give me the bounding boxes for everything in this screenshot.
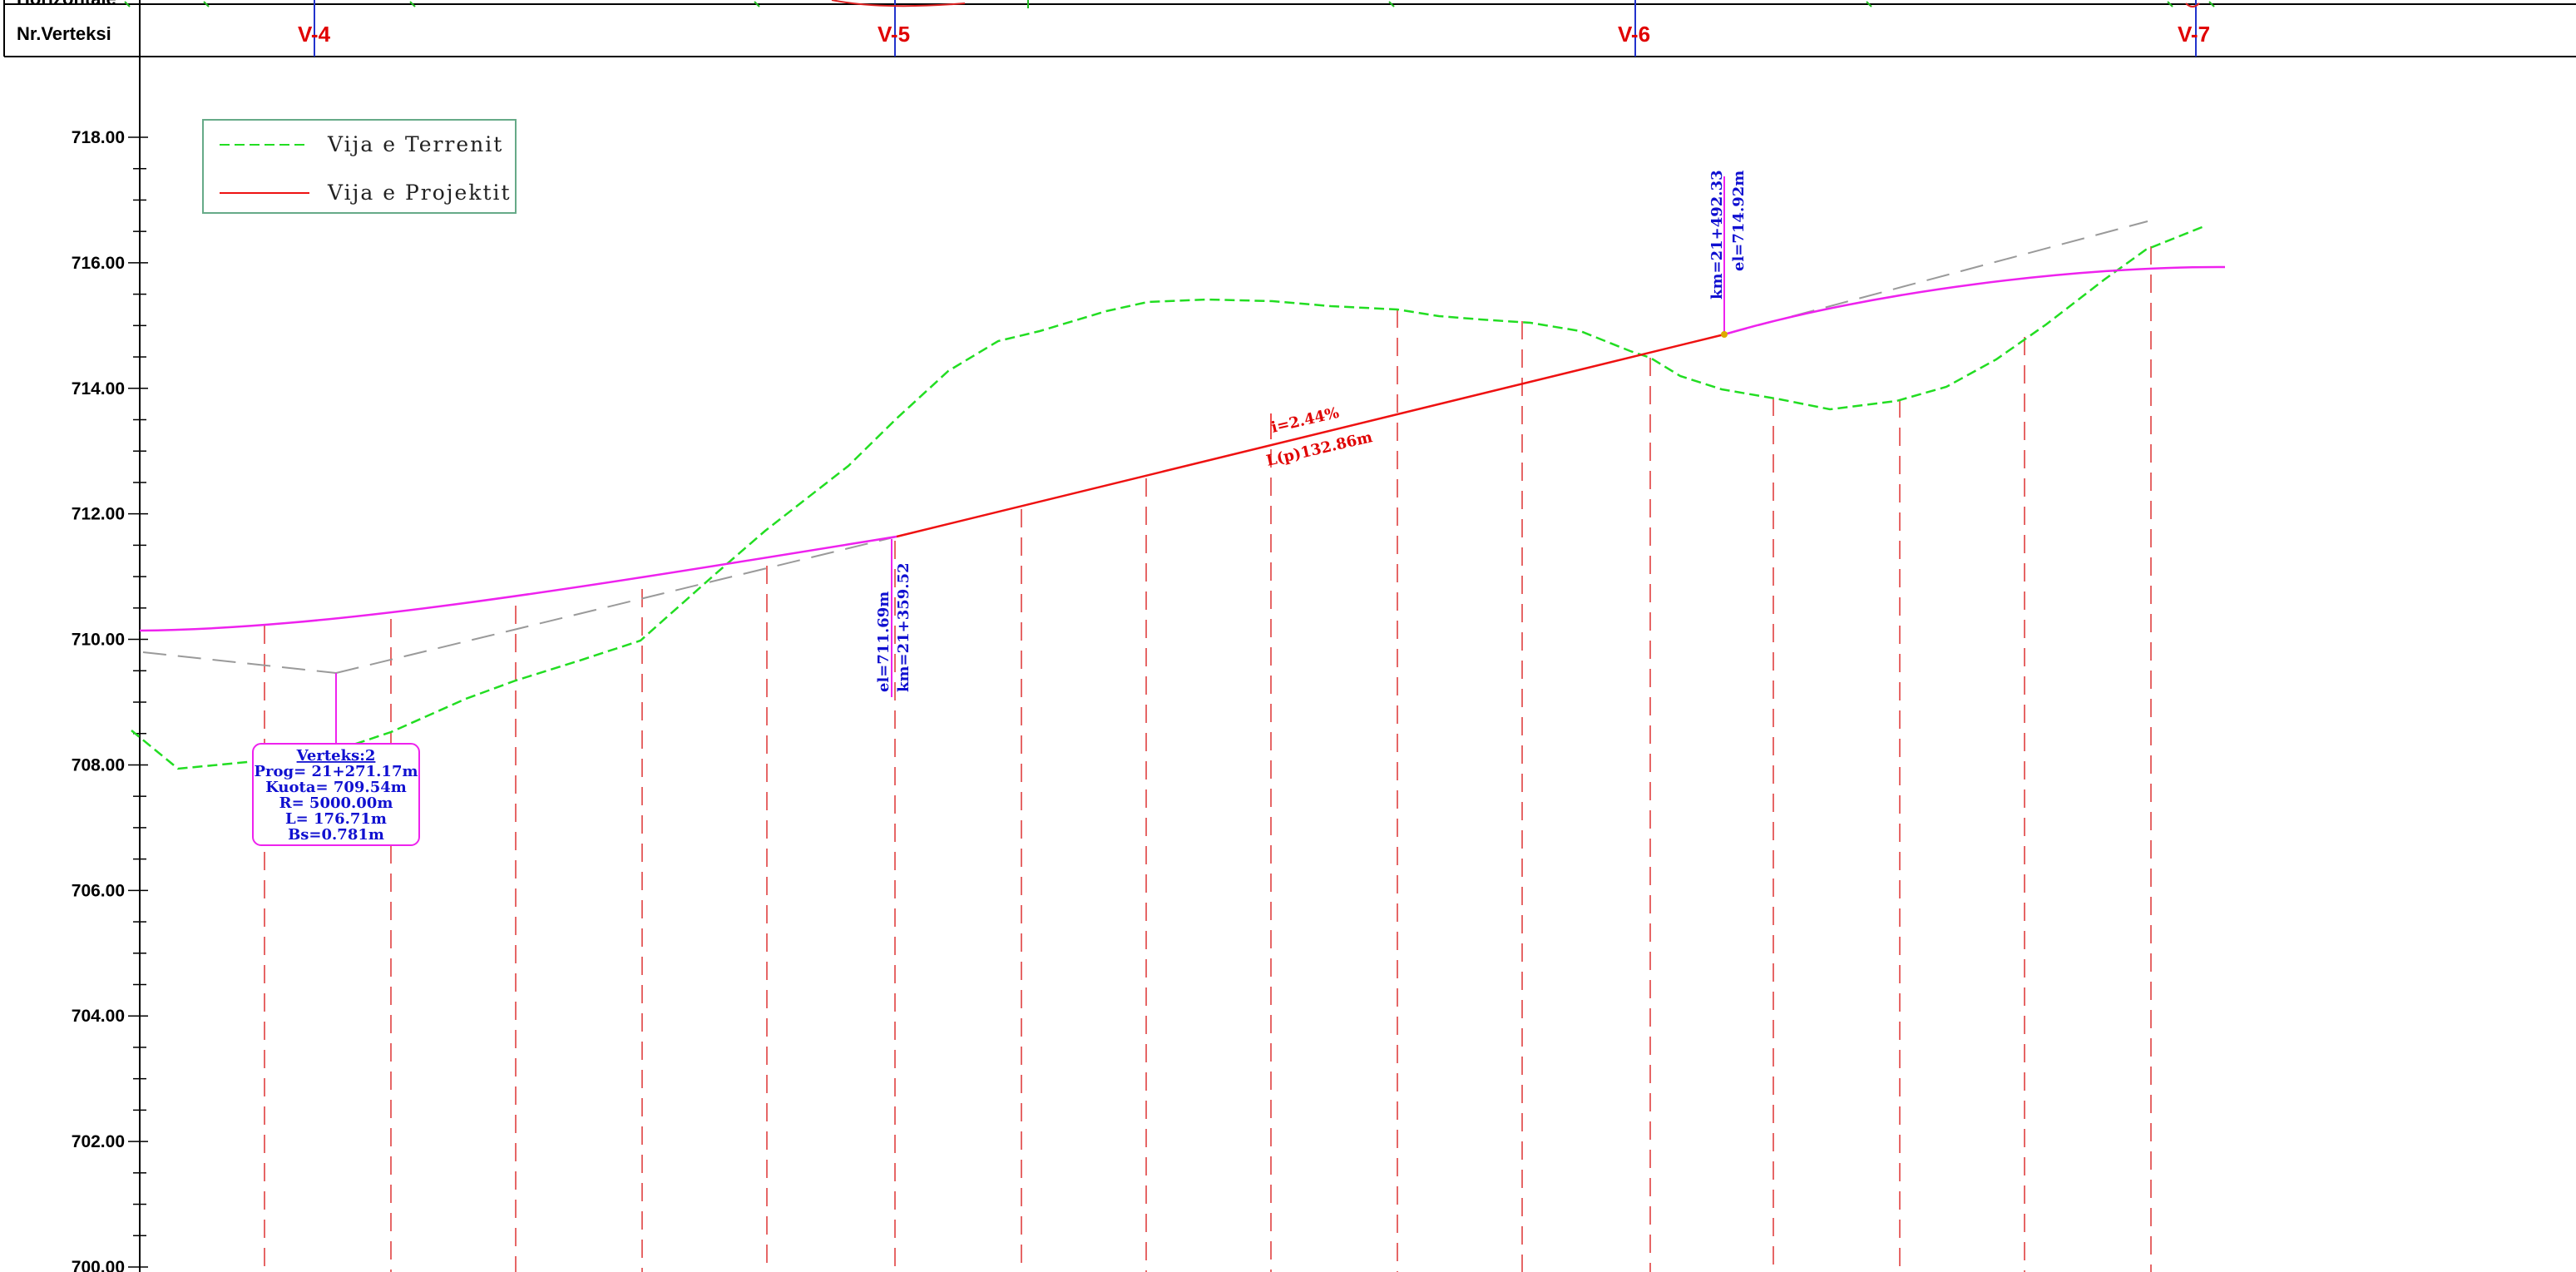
- terrain-line: [131, 225, 2205, 770]
- vertex-label-v7: V-7: [2178, 22, 2210, 47]
- verteks-prog: Prog= 21+271.17m: [254, 763, 418, 780]
- legend-terrain-label: Vija e Terrenit: [327, 132, 503, 156]
- y-tick-label: 702.00: [72, 1132, 125, 1151]
- v6-annotation: km=21+492.33 el=714.92m: [1708, 170, 1748, 338]
- v6-elevation: el=714.92m: [1730, 171, 1748, 271]
- station-lines: [264, 246, 2152, 1272]
- v5-elevation: el=711.69m: [875, 591, 892, 692]
- v6-chainage: km=21+492.33: [1708, 170, 1726, 299]
- legend: Vija e Terrenit Vija e Projektit: [202, 119, 517, 214]
- verteks-kuota: Kuota= 709.54m: [265, 779, 407, 796]
- verteks-bs: Bs=0.781m: [288, 826, 384, 844]
- vertical-curve-verteks-2: [139, 535, 897, 632]
- v5-annotation: el=711.69m km=21+359.52: [875, 539, 912, 697]
- verteks-radius: R= 5000.00m: [279, 794, 393, 812]
- y-tick-label: 704.00: [72, 1007, 125, 1026]
- vertex-label-v5: V-5: [878, 22, 910, 47]
- header-table: Horizontale Nr.Verteksi V-4 V-5 V-6 V-7: [3, 0, 2576, 1272]
- verteks-2-box: Verteks:2 Prog= 21+271.17m Kuota= 709.54…: [252, 673, 420, 846]
- y-tick-label: 710.00: [72, 631, 125, 650]
- elevation-axis: 718.00 716.00 714.00 712.00 710.00 708.00 706.…: [72, 128, 148, 1272]
- y-tick-label: 716.00: [72, 254, 125, 273]
- legend-project-label: Vija e Projektit: [327, 181, 512, 205]
- project-grade-line: [896, 333, 1725, 538]
- vertex-label-v6: V-6: [1618, 22, 1650, 47]
- vertical-curve-v6: [1723, 265, 2226, 336]
- y-tick-label: 718.00: [72, 128, 125, 147]
- y-tick-label: 706.00: [72, 881, 125, 900]
- y-tick-label: 714.00: [72, 379, 125, 398]
- y-tick-label: 708.00: [72, 755, 125, 775]
- row-label-horizontale: Horizontale: [17, 0, 116, 9]
- y-tick-label: 712.00: [72, 505, 125, 524]
- verteks-length: L= 176.71m: [285, 810, 387, 828]
- grade-annotation: i=2.44% L(p)132.86m: [1264, 404, 1374, 470]
- v5-chainage: km=21+359.52: [895, 562, 912, 692]
- vertex-label-v4: V-4: [298, 22, 331, 47]
- row-label-vertex-number: Nr.Verteksi: [17, 23, 111, 44]
- y-tick-label: 700.00: [72, 1258, 125, 1272]
- verteks-title: Verteks:2: [296, 747, 376, 765]
